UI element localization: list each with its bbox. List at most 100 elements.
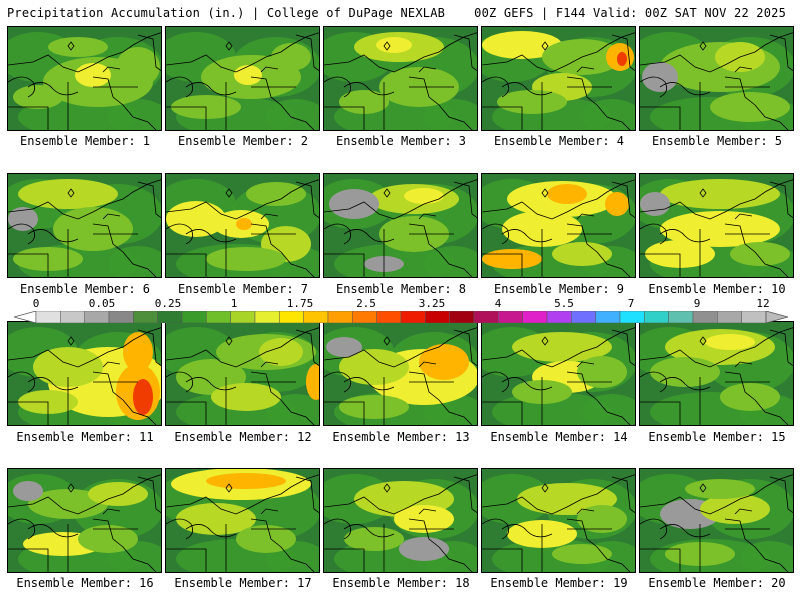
colorbar-tick-label: 1.75 [286, 297, 314, 310]
colorbar-tick-label: 5.5 [554, 297, 574, 310]
colorbar-segment [692, 310, 718, 324]
ensemble-member-label: Ensemble Member: 5 [651, 134, 783, 148]
colorbar-segment [254, 310, 280, 324]
colorbar-segment [741, 310, 767, 324]
colorbar-segment [619, 310, 645, 324]
colorbar-tick-label: 7 [627, 297, 635, 310]
ensemble-member-label: Ensemble Member: 4 [493, 134, 625, 148]
ensemble-member-map [7, 173, 162, 278]
precip-map-svg [166, 27, 319, 130]
precip-map-svg [640, 322, 793, 425]
ensemble-member-label: Ensemble Member: 11 [16, 430, 154, 444]
colorbar-segment [376, 310, 402, 324]
colorbar-segment [206, 310, 231, 324]
colorbar-segment [449, 310, 475, 324]
ensemble-member-label: Ensemble Member: 19 [490, 576, 628, 590]
precip-map-svg [8, 469, 161, 572]
colorbar-tick-label: 0.05 [88, 297, 116, 310]
colorbar-segment [595, 310, 621, 324]
colorbar-left-arrow [12, 310, 37, 324]
ensemble-member-map [481, 26, 636, 131]
ensemble-member-label: Ensemble Member: 6 [19, 282, 151, 296]
ensemble-member-label: Ensemble Member: 2 [177, 134, 309, 148]
colorbar-segment [60, 310, 85, 324]
ensemble-member-label: Ensemble Member: 3 [335, 134, 467, 148]
colorbar-segment [327, 310, 353, 324]
colorbar-tick-label: 3.25 [418, 297, 446, 310]
colorbar-segment [473, 310, 499, 324]
ensemble-member-map [165, 468, 320, 573]
colorbar-segment [717, 310, 742, 324]
precip-map-svg [482, 469, 635, 572]
colorbar-segment [181, 310, 207, 324]
precip-map-svg [166, 469, 319, 572]
ensemble-member-label: Ensemble Member: 1 [19, 134, 151, 148]
precip-map-svg [482, 322, 635, 425]
ensemble-member-map [165, 26, 320, 131]
ensemble-member-map [639, 468, 794, 573]
colorbar-segment [84, 310, 110, 324]
precip-map-svg [8, 322, 161, 425]
precip-map-svg [166, 322, 319, 425]
ensemble-member-map [639, 26, 794, 131]
ensemble-member-label: Ensemble Member: 15 [648, 430, 786, 444]
colorbar-segment [571, 310, 596, 324]
ensemble-member-label: Ensemble Member: 12 [174, 430, 312, 444]
precip-map-svg [324, 469, 477, 572]
ensemble-member-label: Ensemble Member: 16 [16, 576, 154, 590]
precip-map-svg [482, 27, 635, 130]
precip-map-svg [640, 174, 793, 277]
colorbar-tick-label: 0.25 [154, 297, 182, 310]
ensemble-member-label: Ensemble Member: 14 [490, 430, 628, 444]
ensemble-member-map [481, 173, 636, 278]
colorbar-segment [400, 310, 426, 324]
ensemble-member-map [323, 26, 478, 131]
title-left: Precipitation Accumulation (in.) | Colle… [7, 6, 446, 20]
colorbar [12, 308, 790, 324]
precip-map-svg [324, 27, 477, 130]
precip-map-svg [324, 322, 477, 425]
ensemble-member-map [323, 321, 478, 426]
ensemble-member-label: Ensemble Member: 17 [174, 576, 312, 590]
colorbar-segment [498, 310, 523, 324]
ensemble-member-map [323, 468, 478, 573]
colorbar-segment [668, 310, 694, 324]
colorbar-segment [644, 310, 669, 324]
ensemble-member-label: Ensemble Member: 13 [332, 430, 470, 444]
colorbar-segment [546, 310, 572, 324]
ensemble-member-map [7, 468, 162, 573]
precip-map-svg [8, 174, 161, 277]
colorbar-segment [425, 310, 450, 324]
precip-map-svg [166, 174, 319, 277]
ensemble-member-label: Ensemble Member: 8 [335, 282, 467, 296]
colorbar-segment [230, 310, 256, 324]
colorbar-segment [157, 310, 183, 324]
ensemble-member-label: Ensemble Member: 10 [648, 282, 786, 296]
ensemble-member-label: Ensemble Member: 20 [648, 576, 786, 590]
colorbar-segment [303, 310, 329, 324]
ensemble-member-label: Ensemble Member: 18 [332, 576, 470, 590]
colorbar-segment [352, 310, 377, 324]
ensemble-member-map [7, 321, 162, 426]
colorbar-segment [279, 310, 304, 324]
colorbar-tick-label: 4 [494, 297, 502, 310]
ensemble-member-map [165, 321, 320, 426]
colorbar-tick-label: 12 [756, 297, 770, 310]
title-right: 00Z GEFS | F144 Valid: 00Z SAT NOV 22 20… [474, 6, 786, 20]
colorbar-segment [133, 310, 158, 324]
precip-map-svg [640, 469, 793, 572]
colorbar-tick-label: 9 [693, 297, 701, 310]
ensemble-member-map [481, 321, 636, 426]
ensemble-member-map [481, 468, 636, 573]
ensemble-member-map [323, 173, 478, 278]
colorbar-tick-label: 0 [32, 297, 40, 310]
colorbar-tick-label: 1 [230, 297, 238, 310]
ensemble-member-map [639, 173, 794, 278]
ensemble-member-label: Ensemble Member: 7 [177, 282, 309, 296]
colorbar-tick-label: 2.5 [356, 297, 376, 310]
precip-map-svg [8, 27, 161, 130]
colorbar-svg [12, 310, 790, 324]
precip-map-svg [324, 174, 477, 277]
colorbar-segment [108, 310, 134, 324]
ensemble-member-label: Ensemble Member: 9 [493, 282, 625, 296]
